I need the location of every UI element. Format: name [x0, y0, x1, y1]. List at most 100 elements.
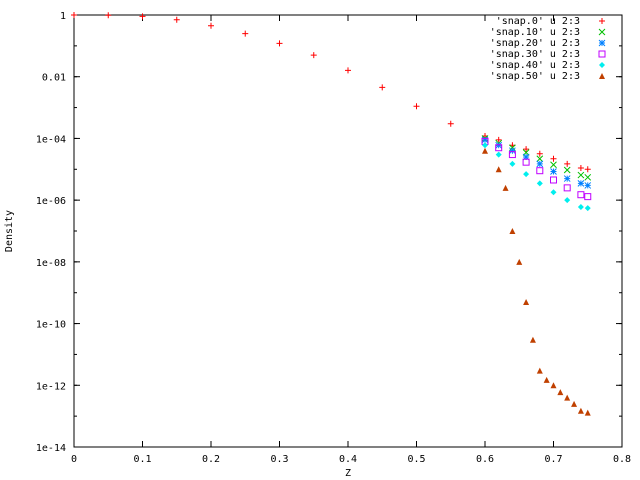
legend-label: 'snap.50' u 2:3	[490, 71, 580, 82]
data-point	[481, 136, 489, 144]
data-point	[584, 193, 592, 201]
y-tick-label: 1e-08	[36, 258, 66, 269]
data-point	[536, 167, 544, 175]
data-point	[522, 158, 530, 166]
data-point	[276, 40, 283, 47]
data-point	[563, 166, 571, 174]
legend-label: 'snap.20' u 2:3	[490, 38, 580, 49]
data-point	[550, 168, 557, 175]
x-tick-label: 0.1	[133, 454, 151, 465]
data-point	[242, 30, 249, 37]
y-tick-label: 1e-06	[36, 196, 66, 207]
data-point	[584, 182, 592, 189]
data-point	[482, 142, 488, 149]
y-axis: 1 0.01 1e-04 1e-06 1e-08 1e-10 1e-12 1e-14	[36, 11, 622, 454]
data-point	[509, 160, 516, 167]
data-point	[577, 171, 585, 179]
data-point	[345, 67, 351, 74]
data-point	[522, 153, 530, 161]
legend-label: 'snap.0' u 2:3	[496, 16, 580, 27]
data-point	[495, 151, 502, 158]
data-point	[495, 166, 502, 173]
data-point	[577, 180, 585, 187]
data-point	[523, 299, 530, 306]
data-point	[571, 400, 578, 407]
data-point	[536, 367, 543, 374]
data-point	[550, 176, 557, 184]
y-axis-title: Density	[4, 210, 15, 252]
y-tick-label: 1e-14	[36, 443, 66, 454]
data-point	[577, 191, 585, 199]
x-axis-title: Z	[345, 468, 351, 479]
data-point	[523, 171, 530, 178]
series-1	[481, 135, 592, 181]
data-point	[495, 141, 503, 149]
series-5	[482, 147, 591, 416]
data-point	[584, 409, 591, 416]
data-point	[550, 155, 557, 162]
data-point	[508, 151, 516, 159]
legend-marker	[599, 18, 605, 24]
x-tick-label: 0.3	[270, 454, 288, 465]
data-point	[563, 184, 571, 192]
data-point	[577, 203, 584, 210]
data-point	[139, 13, 146, 20]
data-point	[557, 389, 564, 396]
data-point	[550, 382, 557, 389]
data-point	[563, 175, 571, 182]
data-point	[543, 376, 550, 383]
legend-marker	[599, 62, 605, 68]
data-point	[584, 205, 591, 212]
series-0	[71, 12, 591, 173]
data-point	[564, 394, 571, 401]
y-tick-label: 1e-12	[36, 381, 66, 392]
data-point	[584, 166, 591, 173]
data-point	[379, 84, 386, 91]
x-tick-label: 0.5	[407, 454, 425, 465]
data-layer	[71, 12, 592, 416]
x-tick-label: 0.8	[613, 454, 631, 465]
data-point	[584, 173, 592, 181]
data-point	[577, 165, 584, 172]
x-tick-label: 0.6	[476, 454, 494, 465]
legend-label: 'snap.30' u 2:3	[490, 49, 580, 60]
data-point	[577, 407, 584, 414]
legend-label: 'snap.40' u 2:3	[490, 60, 580, 71]
data-point	[482, 147, 488, 154]
data-point	[536, 180, 543, 187]
legend-marker	[598, 50, 606, 58]
legend-marker	[598, 39, 606, 47]
data-point	[550, 189, 557, 196]
y-tick-label: 1	[60, 11, 66, 22]
legend-label: 'snap.10' u 2:3	[490, 27, 580, 38]
data-point	[447, 120, 454, 127]
data-point	[536, 160, 544, 168]
data-point	[564, 160, 571, 167]
legend: 'snap.0' u 2:3'snap.10' u 2:3'snap.20' u…	[490, 16, 606, 82]
data-point	[105, 12, 112, 19]
data-point	[413, 103, 420, 110]
series-4	[482, 142, 591, 212]
data-point	[495, 144, 503, 152]
data-point	[495, 136, 502, 143]
data-point	[509, 228, 516, 234]
x-tick-label: 0.4	[339, 454, 357, 465]
data-point	[536, 150, 543, 157]
series-2	[481, 136, 592, 189]
data-point	[208, 22, 214, 29]
x-tick-label: 0.7	[544, 454, 562, 465]
data-point	[536, 155, 544, 163]
data-point	[502, 184, 509, 191]
x-tick-label: 0.2	[202, 454, 220, 465]
data-point	[173, 16, 180, 23]
y-tick-label: 1e-04	[36, 134, 66, 145]
data-point	[564, 197, 571, 204]
legend-marker	[598, 28, 606, 36]
x-tick-label: 0	[71, 454, 77, 465]
series-3	[481, 137, 592, 201]
data-point	[516, 258, 523, 265]
data-point	[509, 147, 516, 155]
legend-marker	[599, 73, 605, 79]
y-tick-label: 1e-10	[36, 320, 66, 331]
